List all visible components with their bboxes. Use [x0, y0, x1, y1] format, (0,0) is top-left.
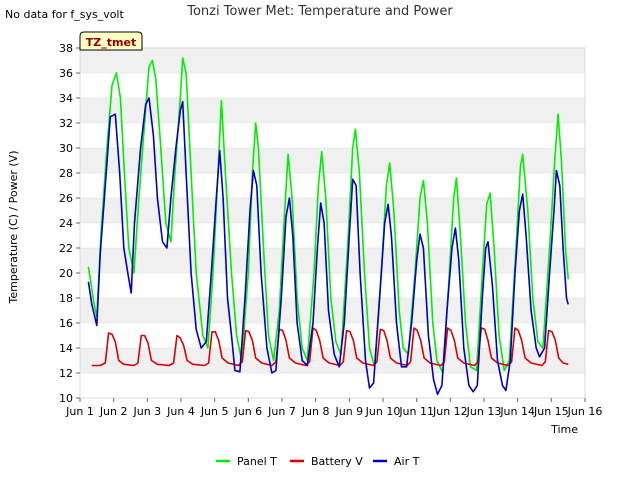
plot-band [80, 273, 585, 298]
y-tick-label: 14 [59, 342, 73, 355]
plot-band [80, 73, 585, 98]
series-line-battery-v [91, 327, 569, 367]
plot-band [80, 123, 585, 148]
y-tick-label: 20 [59, 267, 73, 280]
legend-item-air-t: Air T [373, 455, 420, 468]
legend-label: Air T [394, 455, 420, 468]
x-tick-label: Jun 10 [365, 405, 401, 418]
y-axis: 10 12 14 16 18 20 22 24 26 28 30 32 34 36 38 [59, 42, 585, 405]
plot-band [80, 48, 585, 73]
plot-band [80, 98, 585, 123]
x-tick-label: Jun 7 [267, 405, 296, 418]
y-tick-label: 24 [59, 217, 73, 230]
legend-label: Panel T [237, 455, 277, 468]
y-tick-label: 26 [59, 192, 73, 205]
series-line-panel-t [87, 57, 569, 374]
y-tick-label: 28 [59, 167, 73, 180]
series-lines [87, 57, 569, 396]
y-tick-label: 22 [59, 242, 73, 255]
x-tick-label: Jun 13 [466, 405, 502, 418]
badge-label: TZ_tmet [86, 36, 136, 49]
x-tick-label: Jun 5 [200, 405, 229, 418]
plot-band [80, 373, 585, 398]
y-tick-label: 18 [59, 292, 73, 305]
legend-item-battery-v: Battery V [290, 455, 363, 468]
x-tick-label: Jun 6 [233, 405, 262, 418]
y-tick-label: 30 [59, 142, 73, 155]
x-tick-label: Jun 4 [166, 405, 195, 418]
y-tick-label: 38 [59, 42, 73, 55]
y-tick-label: 36 [59, 67, 73, 80]
x-tick-label: Jun 3 [132, 405, 161, 418]
y-tick-label: 32 [59, 117, 73, 130]
legend-item-panel-t: Panel T [216, 455, 277, 468]
x-tick-label: Jun 16 [567, 405, 603, 418]
x-tick-label: Jun 14 [499, 405, 535, 418]
x-tick-label: Jun 11 [398, 405, 434, 418]
y-axis-label: Temperature (C) / Power (V) [7, 150, 20, 304]
x-tick-label: Jun 1 [65, 405, 94, 418]
x-axis-label: Time [550, 423, 578, 436]
tz-tmet-badge: TZ_tmet [79, 31, 143, 51]
plot-band [80, 198, 585, 223]
x-axis: Jun 1 Jun 2 Jun 3 Jun 4 Jun 5 Jun 6 Jun 7 Jun 8… [65, 398, 602, 418]
x-tick-label: Jun 9 [334, 405, 363, 418]
plot-band [80, 148, 585, 173]
plot-band [80, 248, 585, 273]
y-tick-label: 12 [59, 367, 73, 380]
x-tick-label: Jun 12 [432, 405, 468, 418]
no-data-note: No data for f_sys_volt [5, 8, 124, 21]
legend-label: Battery V [311, 455, 363, 468]
y-tick-label: 10 [59, 392, 73, 405]
x-tick-label: Jun 8 [301, 405, 330, 418]
chart-title: Tonzi Tower Met: Temperature and Power [186, 4, 453, 19]
x-tick-label: Jun 15 [533, 405, 569, 418]
y-tick-label: 16 [59, 317, 73, 330]
plot-band [80, 223, 585, 248]
y-tick-label: 34 [59, 92, 73, 105]
x-tick-label: Jun 2 [99, 405, 128, 418]
series-line-air-t [87, 97, 569, 396]
legend: Panel T Battery V Air T [216, 455, 420, 468]
